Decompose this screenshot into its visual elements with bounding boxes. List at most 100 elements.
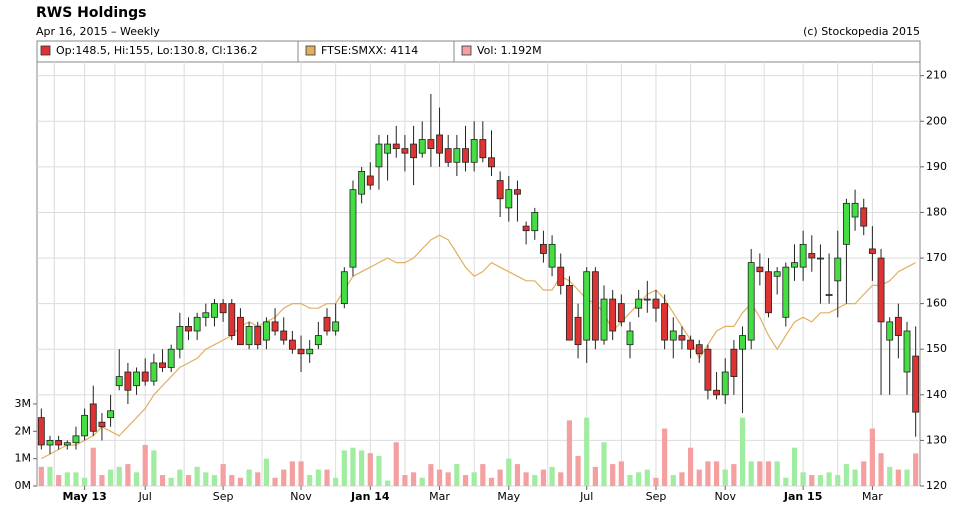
candle-body xyxy=(747,262,755,341)
candle-body xyxy=(410,143,418,159)
candle-body xyxy=(98,421,106,428)
candle-body xyxy=(444,148,452,163)
candle-body xyxy=(868,248,876,254)
volume-bar xyxy=(359,450,365,486)
volume-bar xyxy=(281,469,287,486)
volume-bar xyxy=(748,461,754,486)
volume-bar xyxy=(289,461,295,486)
volume-bar xyxy=(644,469,650,486)
candle-body xyxy=(565,284,573,341)
volume-bar xyxy=(575,455,581,486)
credit: (c) Stockopedia 2015 xyxy=(803,25,920,38)
candle-body xyxy=(903,330,911,373)
candle-body xyxy=(591,271,599,341)
volume-bar xyxy=(220,464,226,486)
candle-body xyxy=(401,148,409,154)
volume-bar xyxy=(843,464,850,486)
candle-body xyxy=(384,143,392,154)
candle-body xyxy=(418,139,426,154)
candle-body xyxy=(626,330,634,346)
volume-bar xyxy=(237,477,244,486)
candle-body xyxy=(860,207,868,227)
candle-body xyxy=(176,326,184,350)
volume-bar xyxy=(835,475,841,486)
candle-body xyxy=(159,362,166,368)
candle-body xyxy=(713,389,720,396)
volume-bar xyxy=(298,461,304,486)
volume-bar xyxy=(566,420,572,486)
volume-bar xyxy=(731,464,737,486)
y-tick-label: 180 xyxy=(926,205,947,218)
candle-body xyxy=(834,257,842,282)
volume-bar xyxy=(168,477,174,486)
x-tick-label: Mar xyxy=(862,490,883,503)
index-line xyxy=(41,234,916,460)
candle-body xyxy=(539,243,547,254)
volume-bar xyxy=(350,447,356,486)
y-tick-label: 130 xyxy=(926,433,947,446)
volume-bar xyxy=(64,472,70,486)
legend-label: Op:148.5, Hi:155, Lo:130.8, Cl:136.2 xyxy=(56,44,258,57)
legend-swatch xyxy=(40,45,51,56)
candle-body xyxy=(730,348,738,377)
volume-bar xyxy=(791,447,798,486)
volume-bar xyxy=(506,458,512,486)
candle-body xyxy=(886,321,894,341)
volume-bar xyxy=(679,472,685,486)
candle-body xyxy=(358,171,366,195)
candle-body xyxy=(721,371,729,396)
candle-body xyxy=(678,335,686,341)
volume-bar xyxy=(705,461,711,486)
candle-body xyxy=(228,303,236,336)
volume-bar xyxy=(246,469,252,486)
volume-bar xyxy=(687,447,694,486)
volume-bar xyxy=(532,475,538,486)
volume-bar xyxy=(56,475,62,486)
chart-subtitle: Apr 16, 2015 – Weekly xyxy=(36,25,160,38)
x-tick-label: Jul xyxy=(138,490,152,503)
volume-bar xyxy=(757,461,763,486)
candle-body xyxy=(262,321,270,341)
candle-body xyxy=(574,316,582,346)
volume-bar xyxy=(783,477,789,486)
candle-body xyxy=(280,330,288,341)
volume-bar xyxy=(436,469,443,486)
volume-bar xyxy=(125,464,131,486)
volume-bar xyxy=(913,453,919,486)
volume-bar xyxy=(255,472,261,486)
candle-body xyxy=(55,440,63,446)
candle-body xyxy=(842,202,850,245)
volume-bar xyxy=(324,469,330,486)
y-tick-label: 190 xyxy=(926,160,947,173)
candle-body xyxy=(306,348,314,355)
volume-bar xyxy=(861,461,867,486)
candle-body xyxy=(245,326,253,346)
volume-bar xyxy=(211,475,218,486)
y2-tick-label: 0M xyxy=(15,479,32,492)
volume-bar xyxy=(307,475,313,486)
volume-bar xyxy=(713,461,720,486)
volume-bar xyxy=(878,453,884,486)
candle-body xyxy=(739,335,746,350)
candle-body xyxy=(557,266,565,286)
y2-tick-label: 1M xyxy=(15,452,32,465)
candle-body xyxy=(617,303,625,323)
candle-body xyxy=(808,253,816,259)
volume-bar xyxy=(177,469,183,486)
volume-bar xyxy=(497,469,503,486)
x-tick-label: Sep xyxy=(213,490,234,503)
volume-bar xyxy=(107,469,114,486)
candle-body xyxy=(375,143,383,168)
candle-body xyxy=(427,139,435,150)
candle-body xyxy=(323,316,331,332)
volume-bar xyxy=(480,464,486,486)
y-tick-label: 200 xyxy=(926,114,947,127)
candle-body xyxy=(522,225,530,232)
volume-bar xyxy=(454,464,460,486)
candle-body xyxy=(669,330,677,341)
chart-title: RWS Holdings xyxy=(36,5,146,21)
candle-body xyxy=(340,271,348,305)
x-tick-label: May 13 xyxy=(62,490,106,503)
candle-body xyxy=(193,316,201,332)
